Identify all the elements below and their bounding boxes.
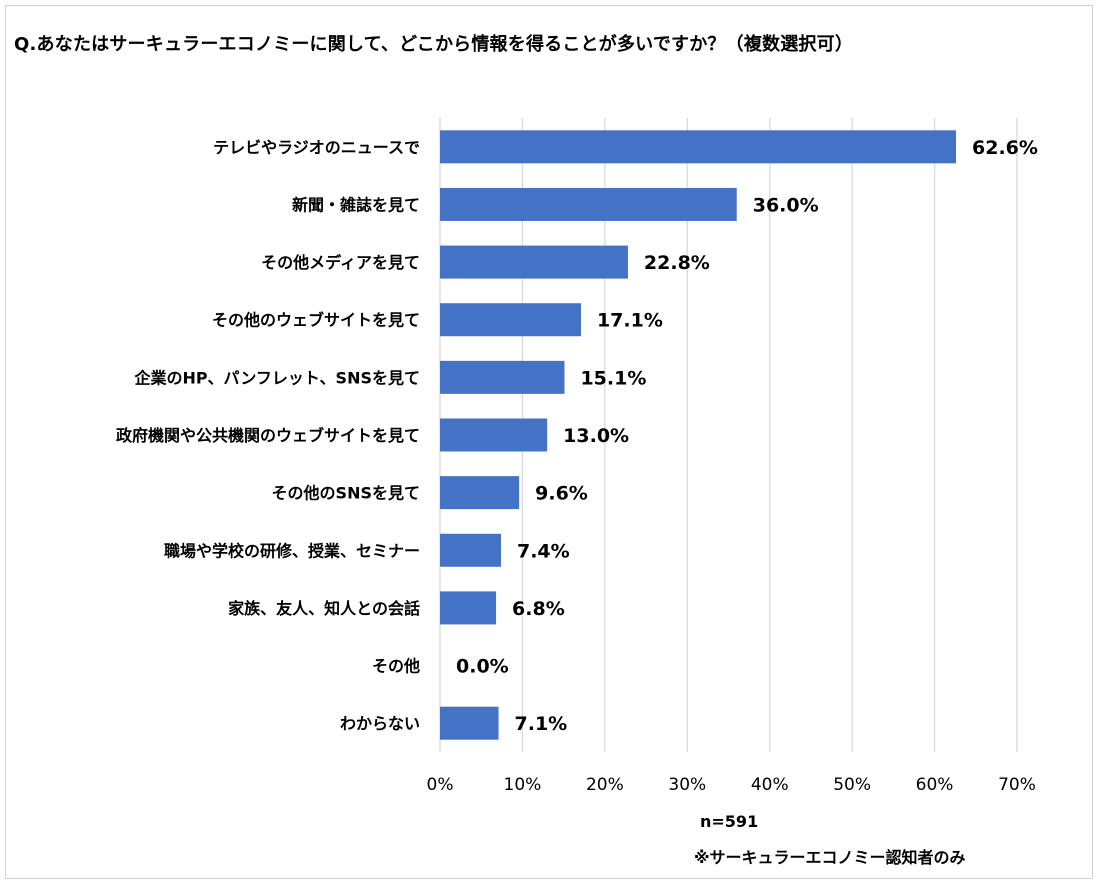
- bar-5: [440, 418, 548, 452]
- value-label: 62.6%: [972, 137, 1038, 159]
- category-label: 家族、友人、知人との会話: [228, 599, 420, 618]
- scope-note: ※サーキュラーエコノミー認知者のみ: [694, 848, 966, 867]
- category-label: わからない: [340, 714, 420, 733]
- bar-8: [440, 591, 497, 625]
- category-label: その他メディアを見て: [261, 253, 420, 272]
- value-label: 7.1%: [515, 713, 568, 735]
- category-label: 新聞・雑誌を見て: [292, 195, 420, 214]
- value-label: 9.6%: [535, 483, 588, 505]
- value-label: 17.1%: [597, 310, 663, 332]
- value-label: 0.0%: [456, 656, 509, 678]
- bar-7: [440, 533, 501, 567]
- category-label: その他のウェブサイトを見て: [212, 311, 420, 330]
- category-label: その他のSNSを見て: [272, 484, 420, 503]
- bar-10: [440, 706, 499, 740]
- category-label: 職場や学校の研修、授業、セミナー: [164, 541, 420, 560]
- chart-frame: [5, 5, 1093, 879]
- x-tick-label: 50%: [833, 775, 871, 795]
- x-tick-label: 60%: [916, 775, 954, 795]
- bar-3: [440, 303, 581, 337]
- x-tick-label: 10%: [504, 775, 542, 795]
- bar-4: [440, 360, 565, 394]
- sample-size-note: n=591: [700, 812, 759, 831]
- x-tick-label: 30%: [668, 775, 706, 795]
- x-tick-label: 70%: [998, 775, 1036, 795]
- value-label: 15.1%: [580, 367, 646, 389]
- category-label: 政府機関や公共機関のウェブサイトを見て: [116, 426, 420, 445]
- x-tick-label: 0%: [427, 775, 454, 795]
- category-label: 企業のHP、パンフレット、SNSを見て: [133, 368, 420, 387]
- chart-title: Q.あなたはサーキュラーエコノミーに関して、どこから情報を得ることが多いですか？…: [14, 34, 854, 55]
- category-label: テレビやラジオのニュースで: [213, 138, 420, 157]
- value-label: 6.8%: [512, 598, 565, 620]
- bar-1: [440, 187, 737, 221]
- bar-2: [440, 245, 628, 279]
- x-tick-label: 20%: [586, 775, 624, 795]
- value-label: 13.0%: [563, 425, 629, 447]
- bar-0: [440, 130, 957, 164]
- category-label: その他: [372, 657, 420, 676]
- value-label: 36.0%: [753, 194, 819, 216]
- value-label: 7.4%: [517, 540, 570, 562]
- bar-6: [440, 476, 520, 510]
- value-label: 22.8%: [644, 252, 710, 274]
- x-tick-label: 40%: [751, 775, 789, 795]
